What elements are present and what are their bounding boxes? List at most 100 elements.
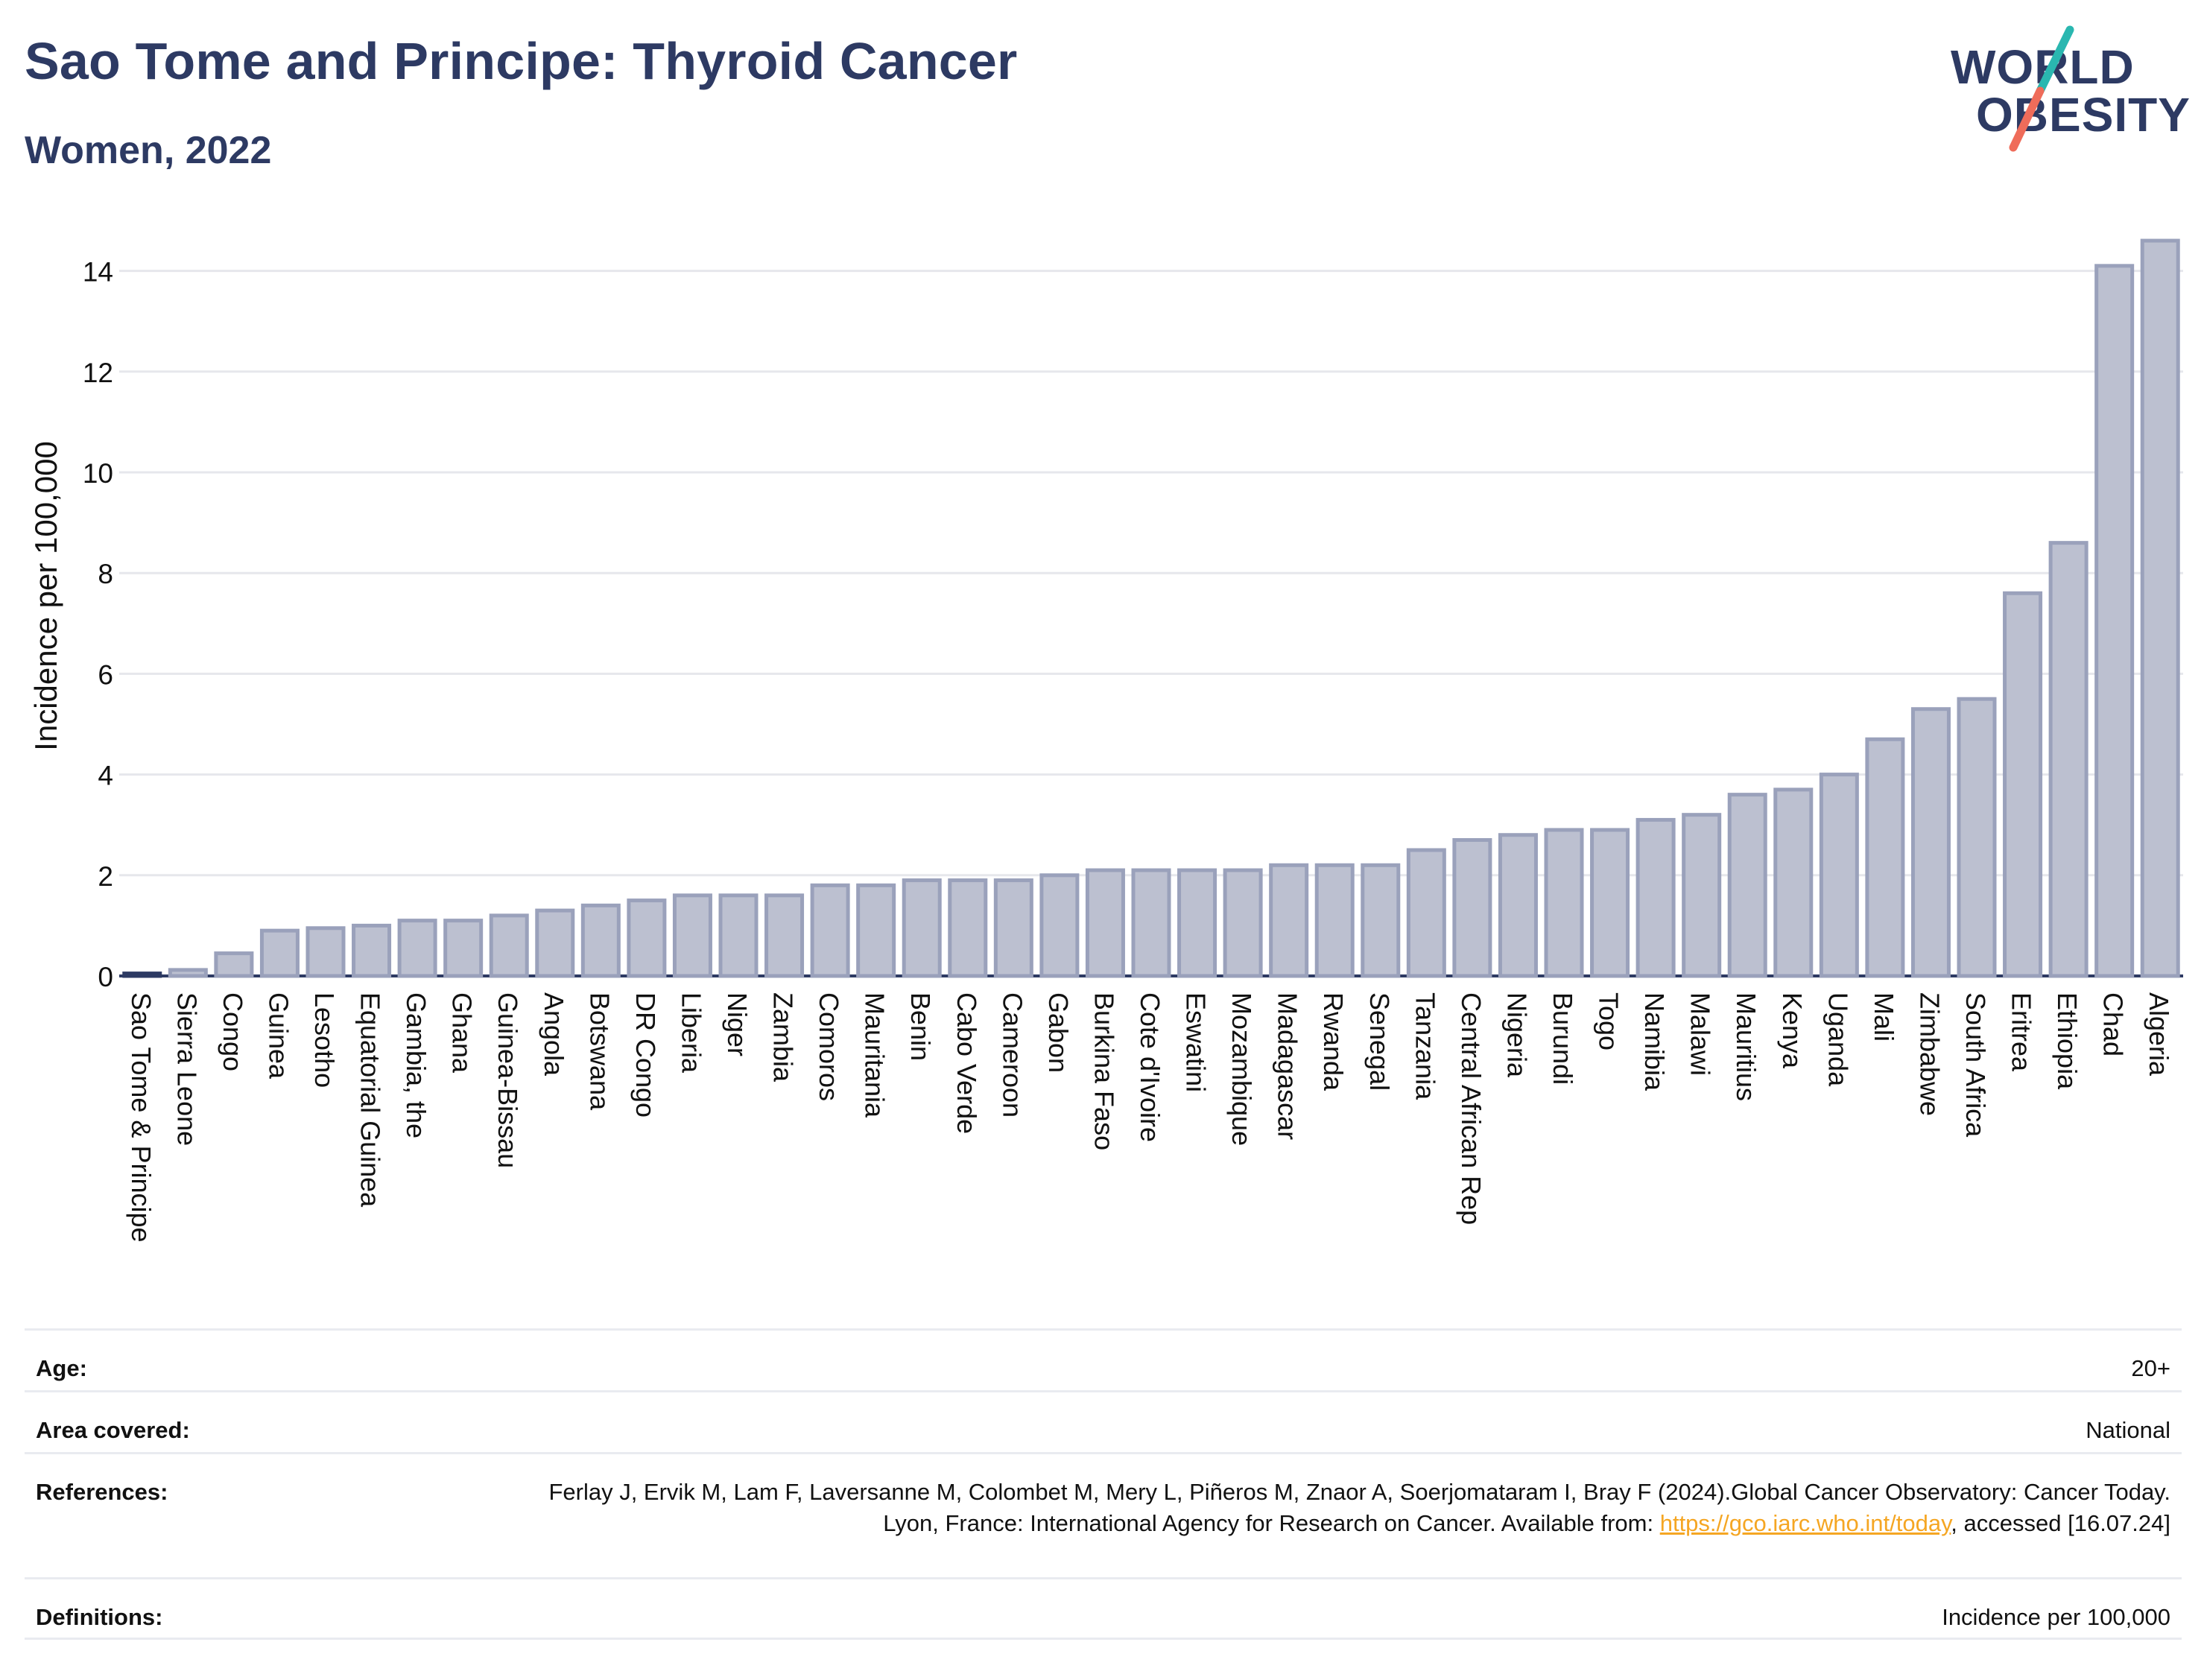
references-label: References: [36, 1479, 168, 1505]
bar-zambia [764, 893, 805, 978]
x-tick-label: Gambia, the [401, 992, 431, 1138]
x-tick-label: Nigeria [1501, 992, 1532, 1078]
bar-senegal [1361, 863, 1401, 978]
bar-liberia [672, 893, 712, 978]
x-tick-label: Tanzania [1410, 992, 1440, 1100]
bar-kenya [1773, 787, 1814, 978]
y-tick-label: 12 [83, 358, 113, 388]
x-tick-label: Ghana [447, 992, 478, 1074]
bar-ethiopia [2048, 541, 2089, 978]
x-tick-label: Lesotho [309, 992, 340, 1088]
x-tick-label: Algeria [2144, 992, 2174, 1077]
bar-congo [214, 951, 254, 978]
bar-guinea [259, 928, 300, 978]
bar-cameroon [993, 878, 1033, 978]
definitions-value: Incidence per 100,000 [1942, 1604, 2170, 1630]
bar-benin [902, 878, 942, 978]
x-tick-label: Sao Tome & Principe [126, 992, 156, 1243]
bar-sao-tome-principe [122, 971, 162, 978]
age-value: 20+ [2131, 1355, 2170, 1381]
y-tick-labels: 0 2 4 6 8 10 12 14 [83, 257, 113, 992]
x-tick-label: Equatorial Guinea [355, 992, 386, 1208]
x-tick-label: Chad [2098, 992, 2129, 1056]
bar-rwanda [1314, 863, 1355, 978]
x-tick-label: Ethiopia [2052, 992, 2083, 1090]
references-link[interactable]: https://gco.iarc.who.int/today [1659, 1510, 1951, 1536]
bar-uganda [1819, 773, 1859, 978]
bar-eswatini [1177, 868, 1217, 978]
x-tick-label: Congo [218, 992, 248, 1071]
x-tick-label: Eritrea [2007, 992, 2037, 1072]
bar-chart: 0 2 4 6 8 10 12 14 Sao Tome & Principe Sierra Le… [83, 238, 2183, 1243]
meta-row-references: References: Ferlay J, Ervik M, Lam F, La… [25, 1452, 2182, 1577]
bar-eritrea [2003, 591, 2043, 978]
x-tick-label: Burkina Faso [1089, 992, 1119, 1150]
bar-central-african-rep [1452, 837, 1492, 978]
x-tick-label: Mauritania [860, 992, 890, 1118]
x-tick-label: Uganda [1823, 992, 1853, 1087]
x-tick-label: Senegal [1364, 992, 1395, 1091]
references-value: Ferlay J, Ervik M, Lam F, Laversanne M, … [531, 1477, 2170, 1539]
x-tick-label: Mauritius [1731, 992, 1761, 1101]
x-tick-label: Angola [539, 992, 569, 1077]
x-tick-label: Central African Rep [1456, 992, 1486, 1225]
bar-guinea-bissau [489, 913, 529, 978]
bar-mauritius [1727, 793, 1767, 978]
bar-dr-congo [627, 898, 667, 978]
age-label: Age: [36, 1355, 87, 1381]
meta-row-area: Area covered: National [25, 1390, 2182, 1452]
bar-madagascar [1269, 863, 1309, 978]
x-tick-label: DR Congo [630, 992, 661, 1118]
references-text-1: Ferlay J, Ervik M, Lam F, Laversanne M, … [548, 1479, 2170, 1536]
bar-mozambique [1223, 868, 1263, 978]
bar-zimbabwe [1910, 707, 1951, 978]
bars [122, 238, 2180, 978]
bar-cabo-verde [948, 878, 988, 978]
x-tick-label: Cameroon [997, 992, 1027, 1118]
x-tick-labels: Sao Tome & Principe Sierra Leone Congo Guin… [126, 992, 2174, 1243]
x-tick-label: Liberia [676, 992, 706, 1074]
chart-title: Sao Tome and Principe: Thyroid Cancer [25, 32, 1018, 90]
bar-equatorial-guinea [352, 923, 392, 978]
x-tick-label: Gabon [1043, 992, 1074, 1073]
x-tick-label: Sierra Leone [171, 992, 202, 1146]
bar-burkina-faso [1085, 868, 1125, 978]
bar-gambia-the [397, 919, 437, 978]
x-tick-label: Madagascar [1273, 992, 1303, 1140]
bar-sierra-leone [168, 968, 208, 978]
bar-namibia [1635, 817, 1676, 978]
x-tick-label: Zambia [768, 992, 799, 1083]
y-tick-label: 6 [98, 659, 113, 690]
y-tick-label: 14 [83, 257, 113, 288]
references-text-2: , accessed [16.07.24] [1951, 1510, 2170, 1536]
meta-row-age: Age: 20+ [25, 1328, 2182, 1390]
y-tick-label: 0 [98, 962, 113, 992]
bar-chad [2094, 264, 2135, 978]
x-tick-label: Mozambique [1226, 992, 1257, 1146]
chart-subtitle: Women, 2022 [25, 129, 272, 172]
x-tick-label: Kenya [1777, 992, 1808, 1069]
bar-niger [718, 893, 759, 978]
x-tick-label: Namibia [1639, 992, 1670, 1091]
bar-burundi [1544, 828, 1584, 978]
y-tick-label: 8 [98, 559, 113, 589]
bar-south-africa [1957, 697, 1997, 978]
area-label: Area covered: [36, 1417, 190, 1443]
x-tick-label: Comoros [814, 992, 844, 1101]
logo-text-obesity: OBESITY [1976, 88, 2191, 142]
bar-angola [535, 908, 575, 978]
area-value: National [2086, 1417, 2170, 1443]
world-obesity-logo: WORLD OBESITY [1945, 22, 2191, 153]
x-tick-label: Zimbabwe [1914, 992, 1945, 1116]
x-tick-label: Rwanda [1318, 992, 1349, 1091]
x-tick-label: Guinea [263, 992, 294, 1080]
x-tick-label: Eswatini [1181, 992, 1212, 1092]
bar-togo [1590, 828, 1630, 978]
logo-slash-icon [2009, 25, 2074, 152]
bar-botswana [580, 903, 621, 978]
bar-tanzania [1406, 848, 1446, 978]
definitions-label: Definitions: [36, 1604, 163, 1630]
x-tick-label: Cabo Verde [951, 992, 982, 1134]
bar-malawi [1682, 813, 1722, 978]
x-tick-label: Malawi [1685, 992, 1716, 1076]
